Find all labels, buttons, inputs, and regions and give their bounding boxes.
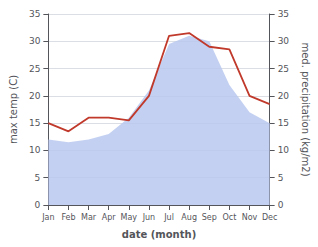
svg-text:May: May (121, 213, 138, 222)
svg-text:Nov: Nov (242, 213, 258, 222)
svg-text:35: 35 (29, 9, 40, 19)
svg-text:20: 20 (29, 91, 41, 101)
svg-text:max temp (C): max temp (C) (8, 75, 19, 144)
svg-text:10: 10 (29, 145, 41, 155)
svg-text:Dec: Dec (262, 213, 277, 222)
svg-text:15: 15 (278, 118, 289, 128)
svg-text:25: 25 (29, 64, 40, 74)
svg-text:5: 5 (278, 173, 284, 183)
svg-text:10: 10 (278, 145, 290, 155)
svg-text:0: 0 (35, 200, 41, 210)
svg-text:Jul: Jul (163, 213, 174, 222)
svg-text:Sep: Sep (202, 213, 217, 222)
svg-text:20: 20 (278, 91, 290, 101)
svg-text:Oct: Oct (222, 213, 236, 222)
svg-text:30: 30 (278, 36, 290, 46)
svg-text:date (month): date (month) (122, 229, 196, 240)
svg-text:med. precipitation (kg/m2): med. precipitation (kg/m2) (300, 42, 311, 176)
svg-text:Jun: Jun (142, 213, 156, 222)
svg-text:Aug: Aug (181, 213, 197, 222)
svg-text:Apr: Apr (102, 213, 117, 222)
svg-text:25: 25 (278, 64, 289, 74)
svg-text:0: 0 (278, 200, 284, 210)
svg-text:30: 30 (29, 36, 41, 46)
svg-text:5: 5 (35, 173, 41, 183)
svg-text:15: 15 (29, 118, 40, 128)
svg-text:35: 35 (278, 9, 289, 19)
svg-text:Jan: Jan (41, 213, 54, 222)
svg-text:Mar: Mar (81, 213, 97, 222)
svg-text:Feb: Feb (61, 213, 75, 222)
